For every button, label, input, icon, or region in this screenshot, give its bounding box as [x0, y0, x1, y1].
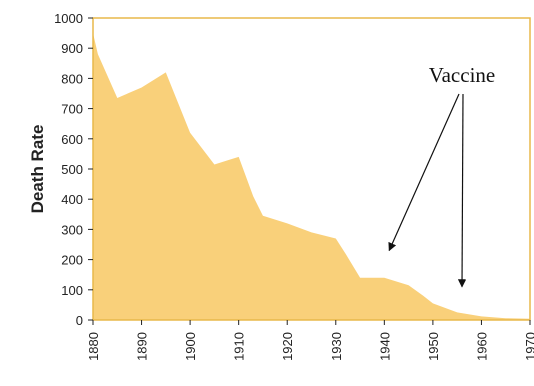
- y-tick-label: 0: [76, 313, 83, 328]
- x-axis-ticks: 1880 1890 1900 1910 1920 1930 1940 1950 1960 1970: [86, 320, 534, 361]
- x-tick-label: 1950: [426, 332, 441, 361]
- x-tick-label: 1900: [183, 332, 198, 361]
- vaccine-arrow-0: [388, 93, 460, 252]
- x-tick-label: 1960: [474, 332, 489, 361]
- y-tick-label: 500: [61, 162, 83, 177]
- vaccine-arrow-1: [457, 93, 467, 288]
- x-tick-label: 1880: [86, 332, 101, 361]
- x-tick-label: 1910: [232, 332, 247, 361]
- y-tick-label: 800: [61, 71, 83, 86]
- series-area-0: [93, 33, 530, 320]
- x-tick-label: 1940: [377, 332, 392, 361]
- vaccine-annotation-label: Vaccine: [429, 63, 495, 87]
- x-tick-label: 1970: [523, 332, 534, 361]
- y-tick-label: 700: [61, 102, 83, 117]
- y-tick-label: 1000: [54, 11, 83, 26]
- y-tick-label: 100: [61, 283, 83, 298]
- x-tick-label: 1890: [135, 332, 150, 361]
- y-tick-label: 600: [61, 132, 83, 147]
- x-tick-label: 1930: [329, 332, 344, 361]
- annotation-layer: Vaccine: [388, 63, 495, 288]
- y-tick-label: 900: [61, 41, 83, 56]
- x-tick-label: 1920: [280, 332, 295, 361]
- area-layer: [93, 33, 530, 320]
- y-tick-label: 300: [61, 222, 83, 237]
- y-axis-ticks: 0 100 200 300 400 500 600 700 800 900 1000: [54, 11, 93, 328]
- y-axis-title: Death Rate: [28, 125, 47, 214]
- y-tick-label: 400: [61, 192, 83, 207]
- y-tick-label: 200: [61, 253, 83, 268]
